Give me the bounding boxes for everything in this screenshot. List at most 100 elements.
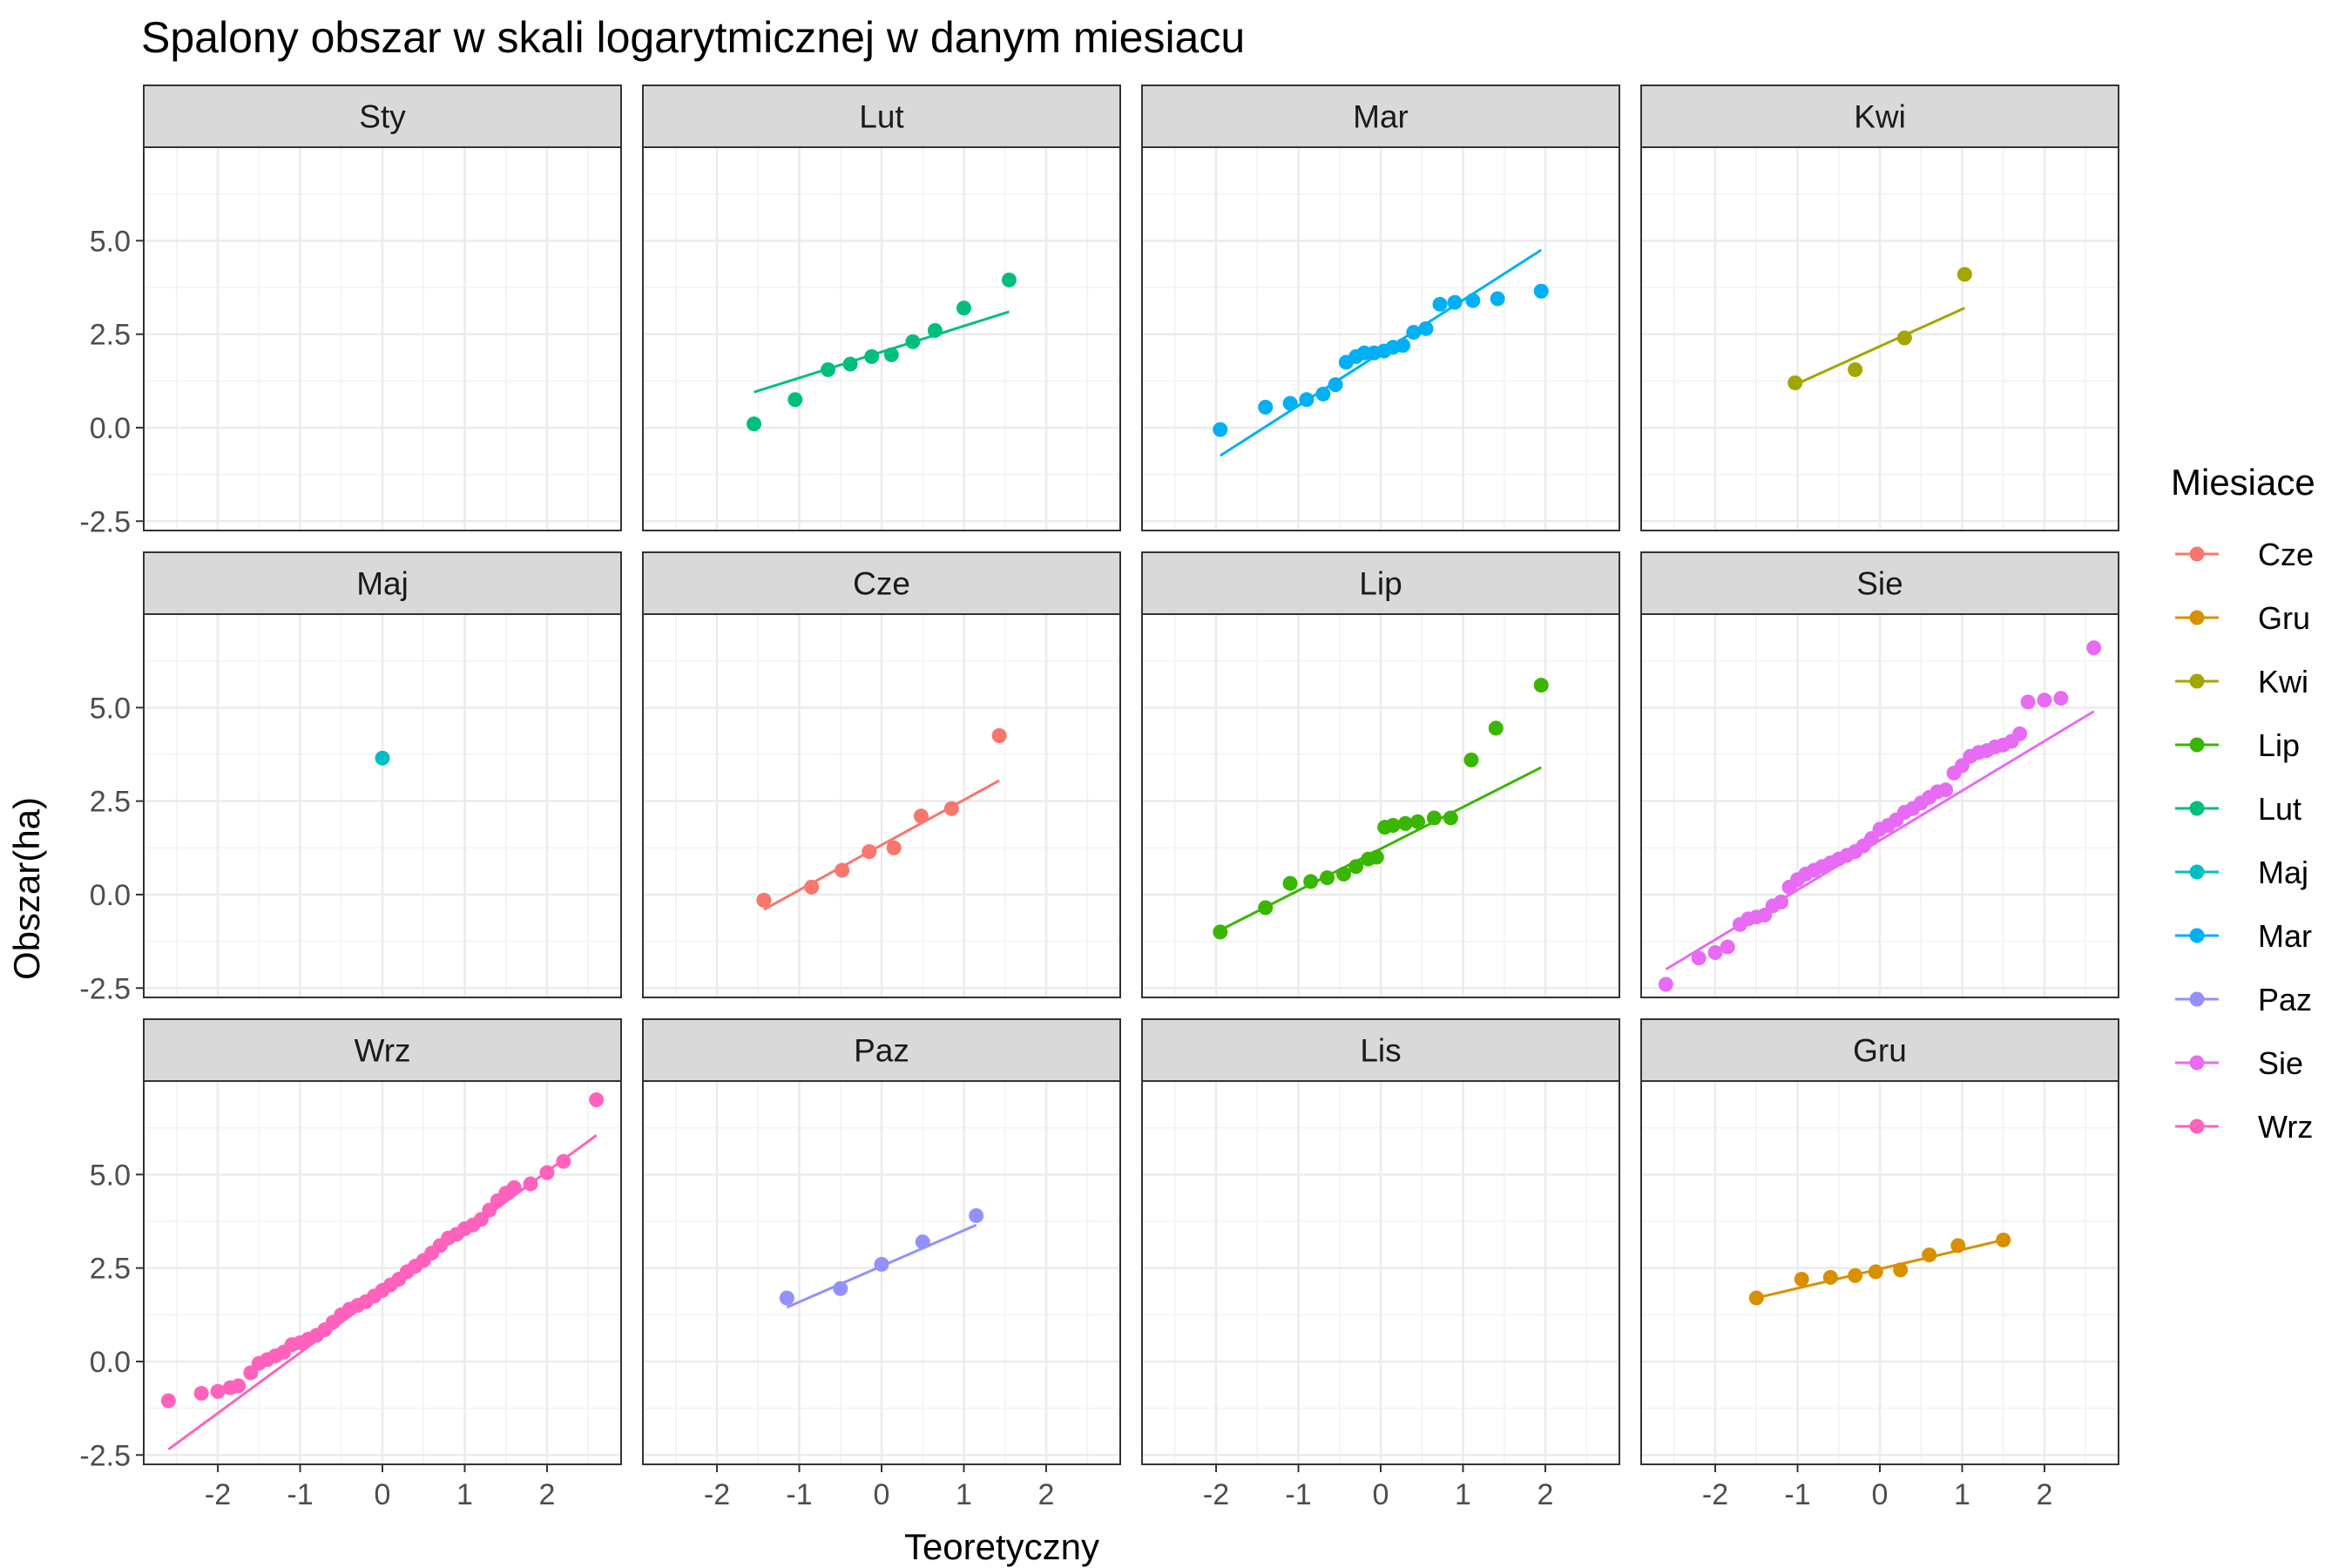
x-tick-label: 2 [2037,1478,2053,1511]
data-point [1258,399,1274,415]
facet-panel-lis: Lis -2 -1 0 1 2 [1141,1018,1620,1511]
legend-label: Wrz [2258,1109,2313,1145]
x-tick-label: 2 [1038,1478,1055,1511]
data-point [2086,640,2102,656]
data-point [1748,1290,1764,1306]
qq-reference-line [754,310,1010,394]
facet-strip [1141,84,1620,148]
data-point [1396,338,1411,354]
data-point [1406,324,1422,340]
legend-item-paz: Paz [2175,982,2312,1017]
data-point [375,750,390,766]
facet-panel-paz: Paz -2 -1 0 1 2 [642,1018,1121,1511]
facet-strip-label: Kwi [1854,99,1906,135]
legend-key-point [2189,864,2205,880]
legend: Miesiace Cze Gru Kwi Lip Lut Maj Mar Paz Sie Wrz [2171,462,2315,1145]
x-tick-label: -1 [287,1478,313,1511]
data-point [1822,1269,1838,1285]
data-point [1868,1264,1883,1280]
legend-key-point [2189,737,2205,753]
data-point [862,844,877,860]
x-axis-title: Teoretyczny [904,1526,1099,1567]
facet-strip-label: Sie [1856,566,1903,602]
qq-reference-line [1794,307,1965,386]
data-point [2053,691,2069,706]
x-tick-label: 2 [1538,1478,1554,1511]
data-point [1848,362,1863,377]
legend-item-maj: Maj [2175,855,2308,890]
legend-item-gru: Gru [2175,600,2310,636]
facet-panel-sty: Sty -2.5 0.0 2.5 5.0 [79,84,622,538]
data-point [1490,291,1505,307]
facet-strip [1141,551,1620,615]
x-tick-label: -2 [205,1478,231,1511]
data-point [2020,694,2036,710]
data-point [1418,321,1434,336]
qq-reference-line [763,779,1000,911]
data-point [1658,977,1673,992]
legend-label: Lut [2258,791,2301,827]
data-point [779,1290,794,1306]
facet-strip [143,551,622,615]
legend-item-kwi: Kwi [2175,664,2308,700]
data-point [1397,815,1413,831]
facet-strip-label: Lip [1359,566,1402,602]
legend-item-sie: Sie [2175,1045,2303,1081]
data-point [1533,678,1549,693]
legend-label: Mar [2258,918,2312,954]
data-point [833,1281,848,1296]
facet-panel-lut: Lut [642,84,1121,531]
panel-border [1141,613,1620,998]
facet-panel-kwi: Kwi [1640,84,2119,531]
data-point [1896,330,1912,346]
data-point [1410,814,1426,829]
facet-strip [143,84,622,148]
y-tick-label: 5.0 [90,1159,131,1192]
data-point [1950,1238,1966,1254]
legend-item-lut: Lut [2175,791,2301,827]
legend-key-point [2189,801,2205,816]
facet-panel-gru: Gru -2 -1 0 1 2 [1640,1018,2119,1511]
data-point [1488,720,1504,736]
legend-key-point [2189,1055,2205,1071]
data-point [506,1179,522,1195]
facet-strip-label: Gru [1853,1033,1907,1069]
data-point [991,728,1007,744]
facet-panel-wrz: Wrz -2.5 0.0 2.5 5.0 -2 -1 0 1 2 [79,1018,622,1511]
facet-strip-label: Paz [854,1033,909,1069]
data-point [747,416,762,432]
data-point [1707,944,1723,960]
data-point [539,1165,555,1180]
data-point [210,1383,226,1399]
data-point [1848,1267,1863,1283]
data-point [804,879,820,895]
qq-reference-line [1220,766,1542,932]
facet-strip [1640,1018,2119,1082]
data-point [1938,782,1954,798]
data-point [2037,693,2052,708]
data-point [956,301,971,316]
data-point [556,1153,571,1169]
x-tick-label: 1 [956,1478,972,1511]
facet-panels: Sty -2.5 0.0 2.5 5.0 Lut Mar Kwi Maj -2.5 0.0 2.5 5.… [79,84,2119,1511]
legend-key-point [2189,673,2205,689]
y-tick-label: 2.5 [90,1253,131,1286]
data-point [1282,875,1298,891]
data-point [927,322,943,338]
x-tick-label: 0 [375,1478,391,1511]
data-point [756,892,772,908]
y-tick-label: 0.0 [90,879,131,912]
data-point [1788,375,1803,390]
facet-strip [642,1018,1121,1082]
data-point [160,1393,176,1409]
y-tick-label: 2.5 [90,319,131,352]
facet-strip [1640,84,2119,148]
data-point [1258,900,1274,916]
x-tick-label: 0 [874,1478,890,1511]
facet-panel-mar: Mar [1141,84,1620,531]
data-point [787,392,803,408]
data-point [1893,1262,1909,1278]
data-point [1443,810,1458,826]
x-tick-label: 0 [1373,1478,1389,1511]
data-point [864,348,880,364]
